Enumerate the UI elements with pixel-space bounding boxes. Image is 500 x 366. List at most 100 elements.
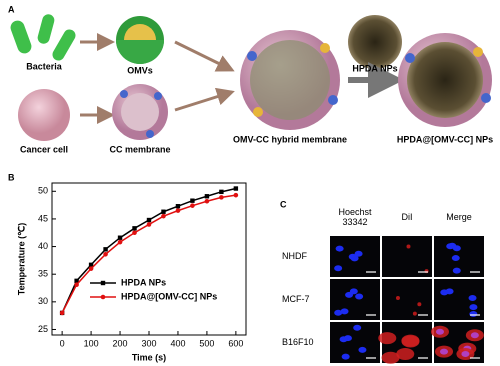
- legend-label: HPDA NPs: [121, 277, 166, 287]
- micrograph: [378, 322, 432, 364]
- image-bg: [382, 279, 432, 320]
- cc-membrane-icon: [112, 84, 168, 140]
- cancer-cell-icon: [18, 89, 70, 141]
- marker: [117, 235, 123, 240]
- row-label: NHDF: [282, 251, 307, 261]
- nucleus: [354, 250, 363, 257]
- marker: [204, 194, 210, 199]
- label: OMV-CC hybrid membrane: [233, 134, 347, 144]
- marker: [219, 189, 224, 195]
- micrograph: [382, 236, 432, 277]
- nucleus: [469, 311, 478, 318]
- y-tick-label: 50: [38, 186, 48, 196]
- nucleus: [470, 332, 479, 339]
- arrow: [174, 40, 235, 72]
- marker: [190, 198, 195, 203]
- marker: [204, 198, 210, 204]
- y-axis-label: Temperature (℃): [16, 223, 26, 295]
- nucleus: [341, 353, 350, 360]
- nucleus: [452, 267, 461, 274]
- marker: [88, 262, 94, 268]
- nucleus: [435, 328, 444, 335]
- column-header: DiI: [402, 212, 413, 222]
- marker: [190, 203, 195, 208]
- legend-marker: [100, 294, 106, 300]
- label: HPDA@[OMV-CC] NPs: [397, 134, 493, 144]
- micrograph: [430, 322, 484, 363]
- marker: [233, 186, 239, 191]
- x-tick-label: 100: [84, 338, 99, 348]
- nucleus: [348, 253, 357, 260]
- nucleus: [353, 324, 362, 331]
- nucleus: [339, 336, 348, 343]
- nucleus: [335, 245, 344, 252]
- marker: [88, 266, 94, 271]
- label: OMVs: [127, 65, 153, 75]
- x-axis-label: Time (s): [132, 352, 166, 362]
- micrograph: [330, 322, 380, 363]
- micrograph: [434, 236, 484, 277]
- cell-red: [401, 335, 420, 348]
- omv-icon: [116, 16, 164, 64]
- cell-red: [396, 348, 415, 361]
- row-label: B16F10: [282, 337, 314, 347]
- nucleus: [334, 265, 343, 272]
- legend-marker: [100, 280, 106, 286]
- nucleus: [355, 293, 364, 300]
- plot-frame: [51, 182, 247, 336]
- x-tick-label: 500: [199, 338, 214, 348]
- column-header: Merge: [446, 212, 472, 222]
- arrow: [174, 87, 235, 112]
- cell-red: [412, 311, 417, 316]
- column-header: Hoechst 33342: [338, 207, 372, 227]
- marker: [161, 209, 166, 214]
- y-tick-label: 45: [38, 213, 48, 223]
- micrograph: [434, 279, 484, 320]
- marker: [103, 247, 108, 252]
- cell-red: [378, 332, 397, 345]
- x-tick-label: 300: [141, 338, 156, 348]
- nucleus: [451, 255, 460, 262]
- x-tick-label: 0: [60, 338, 65, 348]
- marker: [132, 230, 137, 236]
- marker: [175, 204, 181, 209]
- bacteria-icon: [10, 14, 76, 61]
- marker: [132, 226, 137, 231]
- label: CC membrane: [109, 144, 170, 154]
- nucleus: [461, 350, 470, 357]
- marker: [74, 278, 79, 284]
- marker: [146, 217, 152, 223]
- label: Cancer cell: [20, 144, 68, 154]
- nucleus: [468, 294, 477, 301]
- legend-label: HPDA@[OMV-CC] NPs: [121, 291, 217, 301]
- panel-label: A: [8, 4, 15, 14]
- coated-np-icon: [398, 33, 492, 127]
- hybrid-membrane-icon: [240, 30, 340, 130]
- cell-red: [395, 295, 400, 300]
- marker: [103, 252, 108, 257]
- nucleus: [469, 304, 478, 311]
- nucleus: [334, 309, 343, 316]
- marker: [117, 239, 123, 245]
- x-tick-label: 400: [170, 338, 185, 348]
- panel-label: C: [280, 199, 287, 209]
- label: Bacteria: [26, 61, 63, 71]
- x-tick-label: 200: [113, 338, 128, 348]
- image-bg: [382, 236, 432, 277]
- marker: [175, 208, 181, 213]
- micrograph: [382, 279, 432, 320]
- micrograph: [330, 236, 380, 277]
- micrograph: [330, 279, 380, 320]
- nucleus: [440, 348, 449, 355]
- marker: [219, 195, 224, 200]
- nucleus: [358, 346, 367, 353]
- marker: [59, 310, 65, 316]
- nucleus: [340, 308, 349, 315]
- marker: [233, 192, 239, 198]
- nucleus: [440, 289, 449, 296]
- x-tick-label: 600: [228, 338, 243, 348]
- panel-label: B: [8, 172, 15, 182]
- y-tick-label: 30: [38, 296, 48, 306]
- marker: [74, 282, 79, 288]
